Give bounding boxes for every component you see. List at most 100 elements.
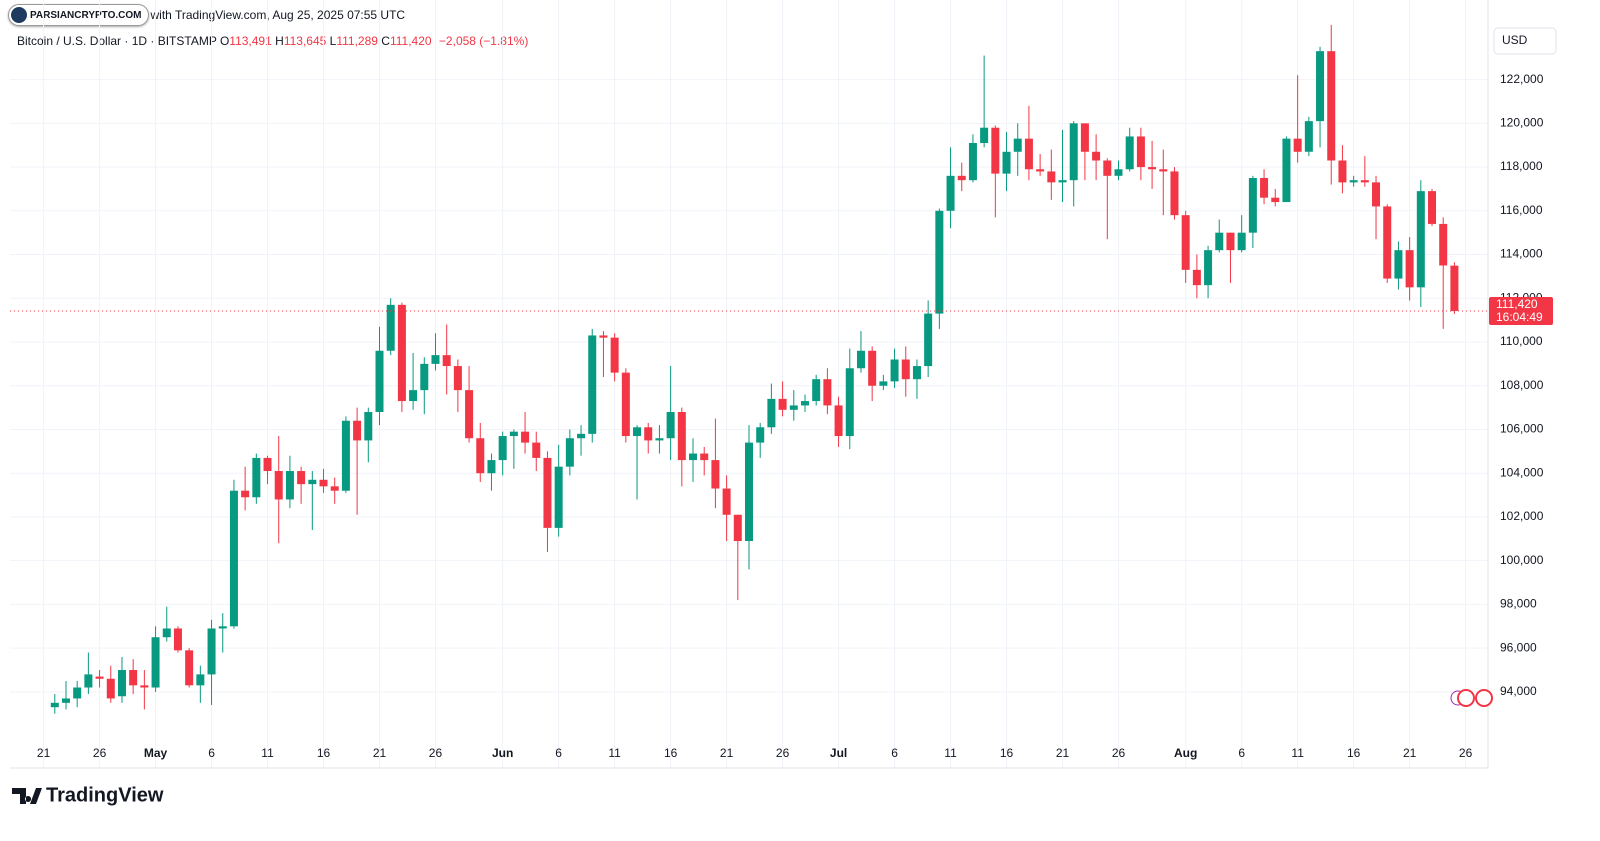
caption: with TradingView.com, Aug 25, 2025 07:55… <box>150 8 406 22</box>
candle-body <box>901 359 910 380</box>
candle-body <box>1159 169 1168 172</box>
candle-body <box>263 457 272 472</box>
candle-body <box>162 628 171 638</box>
candle-body <box>666 411 675 439</box>
x-tick-label: 11 <box>944 746 957 760</box>
candle-body <box>252 457 261 498</box>
brand-text: TradingView <box>46 784 164 806</box>
events <box>1450 689 1493 707</box>
x-tick-label: 21 <box>373 746 387 760</box>
candle-body <box>129 670 138 686</box>
last-price-box <box>1489 296 1553 325</box>
ohlc-value: 113,491 <box>229 34 272 48</box>
candle-body <box>1237 232 1246 251</box>
candle-body <box>935 210 944 314</box>
x-tick-label: 16 <box>1000 746 1014 760</box>
candle-body <box>442 355 451 367</box>
candle-body <box>599 335 608 338</box>
candle-body <box>980 127 989 144</box>
y-tick-label: 118,000 <box>1500 159 1543 173</box>
x-tick-label: 26 <box>1112 746 1126 760</box>
y-tick-label: 96,000 <box>1500 640 1537 654</box>
countdown: 16:04:49 <box>1496 310 1543 324</box>
x-tick-label: 26 <box>93 746 107 760</box>
y-tick-label: 108,000 <box>1500 378 1544 392</box>
y-tick-label: 116,000 <box>1500 203 1543 217</box>
candle-body <box>767 398 776 428</box>
x-tick-label: 11 <box>608 746 621 760</box>
candle-body <box>1282 138 1291 203</box>
candle-body <box>330 486 339 491</box>
candle-body <box>1036 169 1045 172</box>
candle-body <box>1013 138 1022 152</box>
currency-box <box>1493 27 1557 55</box>
badge-text: PARSIANCRYPTO.COM <box>30 9 142 21</box>
x-tick-label: 26 <box>776 746 790 760</box>
candle-body <box>1293 138 1302 152</box>
y-tick-label: 102,000 <box>1500 509 1544 523</box>
candle-body <box>1327 51 1336 161</box>
grid <box>10 0 1488 768</box>
candle-body <box>207 628 216 675</box>
candle-body <box>229 490 238 627</box>
x-tick-label: 16 <box>1347 746 1361 760</box>
candle-body <box>621 372 630 437</box>
x-tick-label: 26 <box>1459 746 1473 760</box>
candle-body <box>543 457 552 528</box>
candle-body <box>1260 178 1269 198</box>
x-tick-label: 21 <box>37 746 51 760</box>
x-tick-label: 21 <box>1403 746 1417 760</box>
candle-body <box>1114 169 1123 176</box>
candle-body <box>375 350 384 412</box>
y-tick-label: 104,000 <box>1500 465 1544 479</box>
candle-body <box>644 427 653 441</box>
candle-body <box>745 442 753 542</box>
candle-body <box>151 637 160 688</box>
candle-body <box>823 379 832 406</box>
candle-body <box>95 676 104 679</box>
candle-body <box>991 127 1000 174</box>
candle-body <box>487 460 496 474</box>
x-tick-label: Jun <box>492 746 513 760</box>
ohlc-label: C <box>381 34 390 48</box>
y-tick-label: 120,000 <box>1500 116 1544 130</box>
candle-body <box>397 304 406 402</box>
candle-body <box>924 313 933 367</box>
ohlc-label: H <box>275 34 284 48</box>
candle-body <box>1002 151 1011 174</box>
x-tick-label: 16 <box>317 746 331 760</box>
y-tick-label: 106,000 <box>1500 422 1544 436</box>
currency: USD <box>1502 33 1528 47</box>
x-tick-label: May <box>144 746 168 760</box>
candle-body <box>241 490 250 498</box>
candle-body <box>106 678 115 699</box>
candle-body <box>868 350 877 386</box>
x-tick-label: 11 <box>1291 746 1304 760</box>
candle-body <box>677 411 686 461</box>
candle-body <box>1170 171 1179 216</box>
brand-icon <box>12 788 42 804</box>
candle-body <box>800 401 809 406</box>
candle-body <box>1058 180 1067 183</box>
candle-body <box>1125 136 1134 170</box>
event-icon <box>1475 689 1493 707</box>
candle-body <box>1148 167 1157 170</box>
x-tick-label: 16 <box>664 746 678 760</box>
ohlc-value: 113,645 <box>283 34 327 48</box>
candle-body <box>1338 160 1347 183</box>
candle-body <box>1103 160 1112 176</box>
candle-body <box>1416 191 1425 288</box>
candle-body <box>509 431 518 437</box>
ohlc-value: 111,420 <box>389 34 432 48</box>
y-tick-label: 110,000 <box>1500 334 1543 348</box>
candle-body <box>957 175 966 181</box>
candle-body <box>353 420 362 441</box>
candle-body <box>308 479 317 485</box>
candle-body <box>733 514 742 542</box>
candle-body <box>1304 121 1313 152</box>
candle-body <box>73 687 82 699</box>
candle-body <box>610 337 619 373</box>
candle-body <box>1394 250 1403 279</box>
candle-body <box>409 390 418 402</box>
